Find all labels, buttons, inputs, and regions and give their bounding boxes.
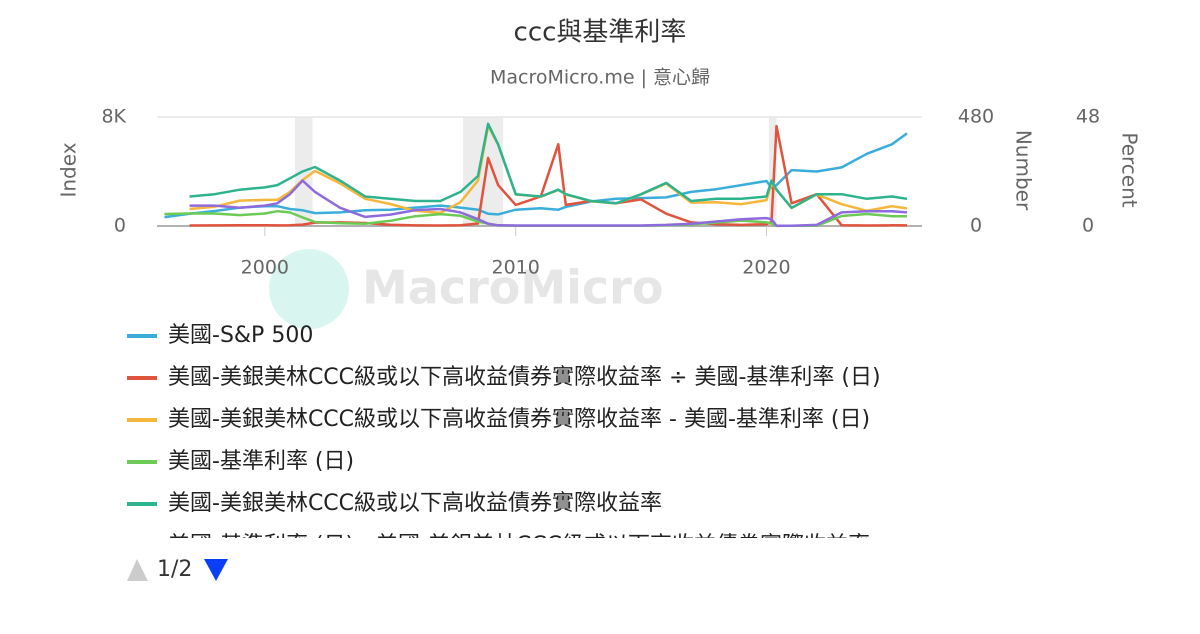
watermark: MacroMicro [269, 249, 663, 329]
legend-label[interactable]: 美國-美銀美林CCC級或以下高收益債券實際收益率 ÷ 美國-基準利率 (日) [168, 365, 881, 390]
series-line [189, 122, 908, 210]
y-axis-title: Index [57, 142, 81, 197]
y3-axis-title: Percent [1118, 132, 1142, 207]
series-line [164, 132, 908, 219]
chart-title: ccc與基準利率 [514, 18, 687, 48]
legend-label[interactable]: 美國-基準利率 (日) [168, 449, 354, 474]
legend-label[interactable]: 美國-美銀美林CCC級或以下高收益債券實際收益率 - 美國-基準利率 (日) [168, 407, 870, 432]
y3-tick-label: 0 [1082, 215, 1094, 237]
legend: 美國-S&P 500 美國-美銀美林CCC級或以下高收益債券實際收益率 ÷ 美國-… [127, 323, 881, 558]
shaded-range [769, 117, 777, 226]
legend-pager: 1/2 [127, 557, 228, 582]
watermark-text: MacroMicro [362, 261, 663, 315]
x-tick-label: 2020 [742, 257, 790, 279]
x-tick-label: 2010 [491, 257, 539, 279]
y2-tick-label: 480 [958, 106, 994, 128]
pager-down[interactable] [204, 559, 228, 581]
plot-area: 0 8K 0 480 0 48 2000 2010 2020 [101, 106, 1100, 279]
series-line [164, 209, 907, 228]
pager-up[interactable] [127, 559, 148, 581]
y3-tick-label: 48 [1076, 106, 1100, 128]
y2-axis-title: Number [1012, 130, 1036, 211]
watermark-logo [269, 249, 349, 329]
legend-label[interactable]: 美國-S&P 500 [168, 323, 313, 348]
y2-tick-label: 0 [970, 215, 982, 237]
legend-label[interactable]: 美國-基準利率 (日) - 美國-美銀美林CCC級或以下高收益債券實際收益率 [168, 533, 870, 558]
chart-subtitle: MacroMicro.me | 意心歸 [490, 67, 710, 89]
series-line [189, 179, 908, 228]
legend-label[interactable]: 美國-美銀美林CCC級或以下高收益債券實際收益率 [168, 491, 662, 516]
x-tick-label: 2000 [241, 257, 289, 279]
y-tick-label: 0 [114, 215, 126, 237]
y-tick-label: 8K [101, 106, 126, 128]
pager-label: 1/2 [157, 557, 192, 582]
